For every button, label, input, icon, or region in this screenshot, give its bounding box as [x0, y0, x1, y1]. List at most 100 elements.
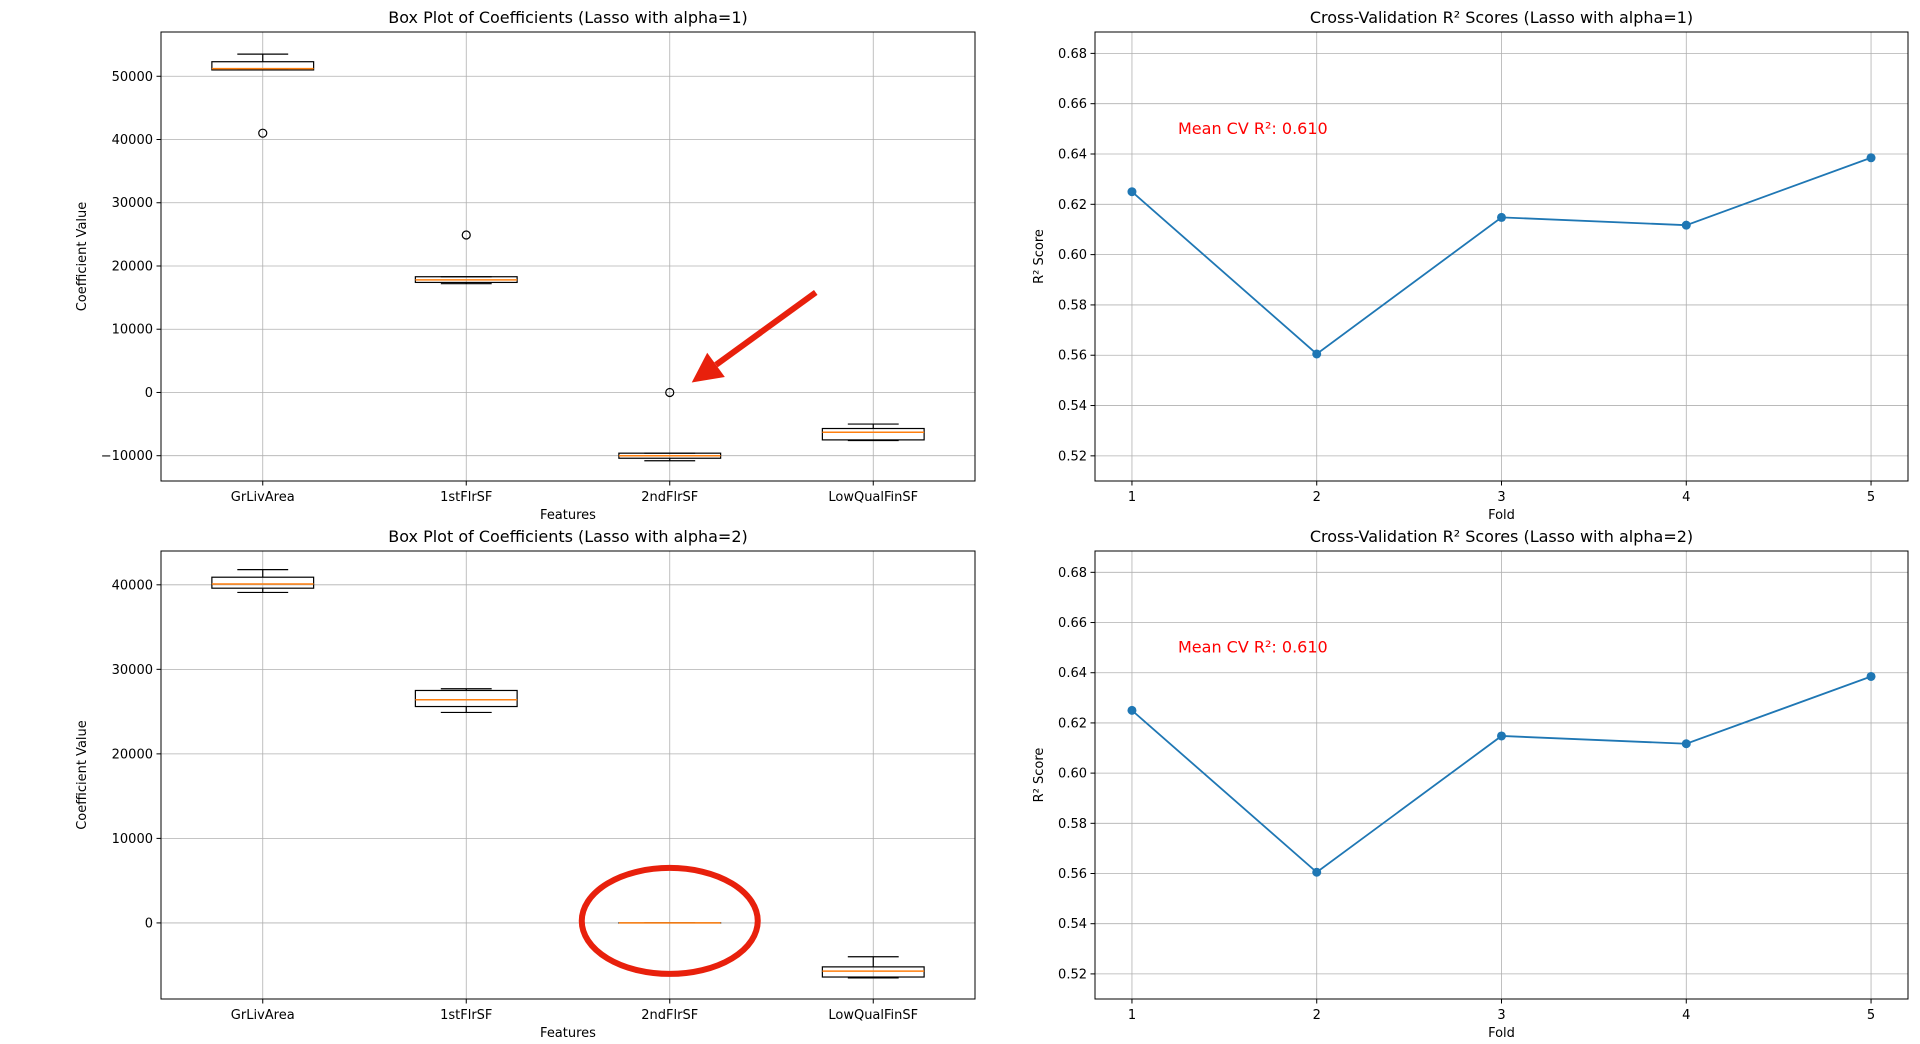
y-tick-label: 0 [145, 916, 153, 931]
y-tick-label: 20000 [112, 259, 153, 274]
chart-title: Box Plot of Coefficients (Lasso with alp… [388, 8, 748, 27]
ticks: GrLivArea 1stFlrSF 2ndFlrSF LowQualFinSF 0 10… [112, 578, 918, 1023]
data-point [1497, 212, 1506, 222]
arrow-shaft [714, 290, 818, 368]
grid-lines [1095, 551, 1908, 999]
y-tick-label: 0.54 [1058, 917, 1087, 932]
y-tick-label: 0.60 [1058, 767, 1087, 782]
y-tick-label: 0.66 [1058, 616, 1087, 631]
x-tick-label: LowQualFinSF [828, 490, 918, 505]
y-axis-label: R² Score [1032, 748, 1047, 803]
flier-point [258, 128, 268, 138]
box-1stFlrSF [414, 230, 518, 285]
y-axis-label: Coefficient Value [75, 202, 90, 312]
y-tick-label: 0.64 [1058, 147, 1087, 162]
y-tick-label: 0 [145, 386, 153, 401]
plot-data [211, 53, 925, 462]
flier-point [461, 230, 471, 240]
y-tick-label: 10000 [112, 832, 153, 847]
x-tick-label: LowQualFinSF [828, 1008, 918, 1023]
axes-frame [1094, 550, 1909, 1000]
data-point [1681, 739, 1691, 749]
x-tick-label: 1stFlrSF [440, 490, 492, 505]
y-tick-label: 0.62 [1058, 716, 1087, 731]
x-tick-label: 2ndFlrSF [641, 1008, 698, 1023]
x-tick-label: 3 [1497, 1008, 1505, 1023]
data-point [1127, 187, 1137, 197]
mean-cv-annotation: Mean CV R²: 0.610 [1178, 119, 1328, 138]
grid-lines [1095, 32, 1908, 481]
ticks: GrLivArea 1stFlrSF 2ndFlrSF LowQualFinSF −10… [101, 70, 918, 505]
y-tick-label: 0.66 [1058, 97, 1087, 112]
plot-data [1127, 671, 1876, 877]
x-tick-label: 1 [1128, 1008, 1136, 1023]
data-point [1681, 220, 1691, 230]
y-tick-label: 0.56 [1058, 867, 1087, 882]
y-tick-label: 0.58 [1058, 298, 1087, 313]
box-GrLivArea [211, 53, 315, 138]
x-tick-label: 5 [1867, 1008, 1875, 1023]
x-tick-label: 1 [1128, 490, 1136, 505]
y-tick-label: 0.62 [1058, 198, 1087, 213]
y-tick-label: 0.52 [1058, 449, 1087, 464]
x-axis-label: Fold [1488, 1026, 1515, 1041]
y-tick-label: 50000 [112, 70, 153, 85]
x-tick-label: 4 [1682, 490, 1690, 505]
box-body [211, 61, 315, 71]
red-arrow-annotation [691, 290, 818, 383]
y-axis-label: R² Score [1032, 229, 1047, 284]
ticks: 1 2 3 4 5 0.52 0.54 0.56 0.58 0.60 0.62 0.64 0.66 0.6… [1058, 47, 1875, 505]
flier-point [665, 387, 675, 398]
box-2ndFlrSF [618, 387, 722, 462]
subplot-3: GrLivArea 1stFlrSF 2ndFlrSF LowQualFinSF 0 10… [75, 527, 976, 1041]
x-tick-label: 2 [1313, 1008, 1321, 1023]
x-axis-label: Features [540, 1026, 596, 1041]
subplot-2: 1 2 3 4 5 0.52 0.54 0.56 0.58 0.60 0.62 0.64 0.66 0.6… [1032, 8, 1909, 523]
y-tick-label: 40000 [112, 133, 153, 148]
x-tick-label: 3 [1497, 490, 1505, 505]
x-tick-label: 1stFlrSF [440, 1008, 492, 1023]
x-tick-label: GrLivArea [231, 490, 295, 505]
chart-title: Cross-Validation R² Scores (Lasso with a… [1310, 527, 1693, 546]
y-tick-label: 0.52 [1058, 967, 1087, 982]
x-axis-label: Features [540, 508, 596, 523]
subplot-1: GrLivArea 1stFlrSF 2ndFlrSF LowQualFinSF −10… [75, 8, 976, 523]
x-tick-label: 5 [1867, 490, 1875, 505]
chart-title: Cross-Validation R² Scores (Lasso with a… [1310, 8, 1693, 27]
box-body [414, 689, 518, 708]
plot-data [211, 568, 925, 979]
grid-lines [161, 551, 975, 999]
y-tick-label: 30000 [112, 663, 153, 678]
box-body [821, 966, 925, 978]
y-tick-label: 0.64 [1058, 666, 1087, 681]
box-GrLivArea [211, 568, 315, 594]
x-tick-label: 2ndFlrSF [641, 490, 698, 505]
box-body [211, 576, 315, 589]
subplot-4: 1 2 3 4 5 0.52 0.54 0.56 0.58 0.60 0.62 0.64 0.66 0.6… [1032, 527, 1909, 1041]
ticks: 1 2 3 4 5 0.52 0.54 0.56 0.58 0.60 0.62 0.64 0.66 0.6… [1058, 566, 1875, 1023]
axes-frame [160, 31, 976, 482]
axes-frame [1094, 31, 1909, 482]
y-axis-label: Coefficient Value [75, 720, 90, 830]
data-point [1312, 867, 1322, 877]
plot-data [1127, 153, 1876, 359]
box-LowQualFinSF [821, 956, 925, 979]
grid-lines [161, 32, 975, 481]
y-tick-label: −10000 [101, 449, 153, 464]
y-tick-label: 0.60 [1058, 248, 1087, 263]
box-body [821, 427, 925, 441]
data-point [1866, 153, 1876, 163]
chart-title: Box Plot of Coefficients (Lasso with alp… [388, 527, 748, 546]
axes-frame [160, 550, 976, 1000]
y-tick-label: 0.54 [1058, 399, 1087, 414]
y-tick-label: 10000 [112, 323, 153, 338]
data-point [1312, 349, 1322, 359]
arrow-head [691, 352, 725, 383]
y-tick-label: 0.68 [1058, 47, 1087, 62]
x-tick-label: GrLivArea [231, 1008, 295, 1023]
y-tick-label: 20000 [112, 747, 153, 762]
y-tick-label: 40000 [112, 578, 153, 593]
y-tick-label: 30000 [112, 196, 153, 211]
y-tick-label: 0.58 [1058, 817, 1087, 832]
x-axis-label: Fold [1488, 508, 1515, 523]
